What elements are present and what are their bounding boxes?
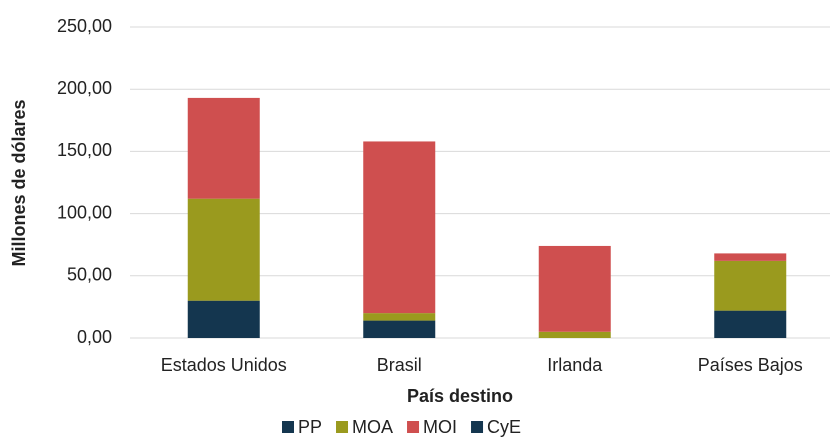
legend-label: MOA: [352, 417, 393, 437]
x-axis-title: País destino: [407, 386, 513, 406]
legend-swatch: [407, 421, 420, 433]
legend-label: PP: [298, 417, 322, 437]
x-tick-label: Países Bajos: [698, 355, 803, 375]
x-tick-label: Irlanda: [547, 355, 603, 375]
bar-segment: [538, 331, 611, 338]
bar-segment: [187, 198, 260, 301]
bar-segment: [187, 300, 260, 338]
y-tick-label: 200,00: [57, 78, 112, 98]
y-axis-title: Millones de dólares: [9, 99, 29, 266]
legend-swatch: [282, 421, 294, 433]
bar-segment: [714, 260, 787, 311]
legend-swatch: [336, 421, 349, 433]
legend-label: MOI: [423, 417, 457, 437]
legend-label: CyE: [487, 417, 521, 437]
bar-segment: [187, 97, 260, 199]
bar-segment: [538, 245, 611, 332]
bar-segment: [714, 253, 787, 261]
bar-segment: [714, 310, 787, 338]
x-tick-label: Estados Unidos: [161, 355, 287, 375]
y-tick-label: 100,00: [57, 202, 112, 222]
bar-segment: [363, 320, 436, 338]
y-tick-label: 0,00: [77, 327, 112, 347]
y-tick-label: 250,00: [57, 16, 112, 36]
bar-segment: [363, 313, 436, 321]
x-tick-label: Brasil: [377, 355, 422, 375]
y-tick-label: 50,00: [67, 265, 112, 285]
bar-segment: [363, 141, 436, 314]
y-tick-label: 150,00: [57, 140, 112, 160]
legend-swatch: [471, 421, 484, 433]
